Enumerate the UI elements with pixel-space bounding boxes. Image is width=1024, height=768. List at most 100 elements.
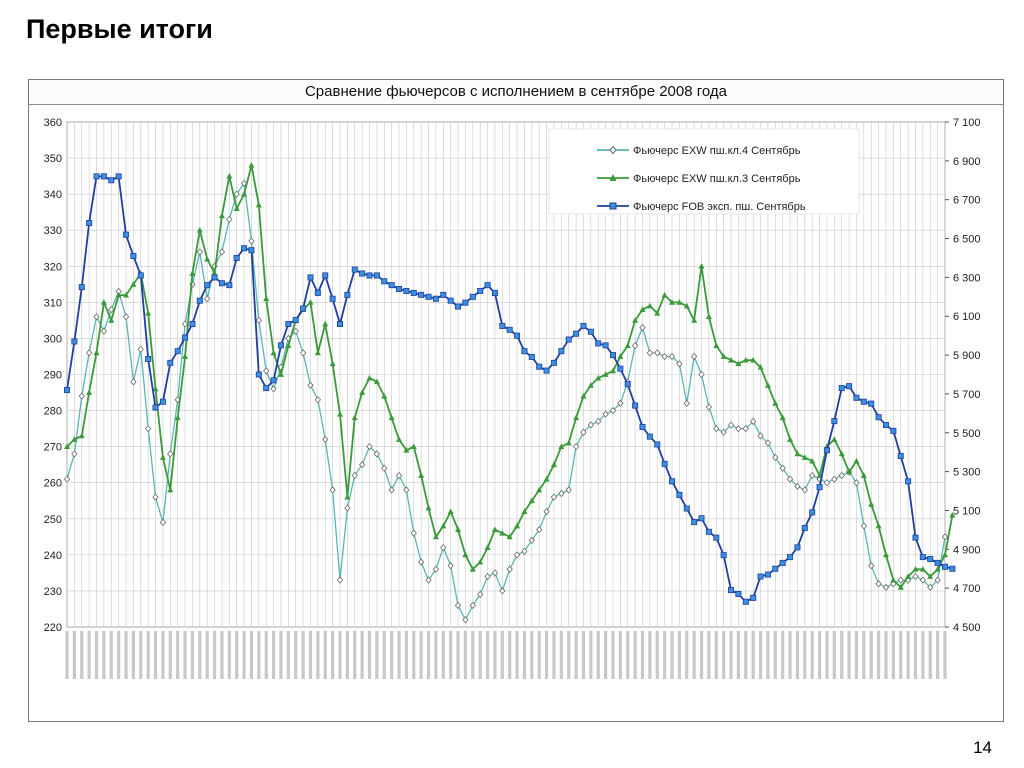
data-point [831,418,838,425]
data-point [669,299,676,305]
x-tick-label-mark [198,631,202,679]
data-point [255,316,262,325]
data-point [912,572,919,581]
y2-tick-label: 7 100 [953,117,981,129]
data-point [691,519,698,526]
x-tick-label-mark [810,631,814,679]
x-tick-label-mark [220,631,224,679]
data-point [388,282,395,289]
data-point [462,299,469,306]
x-tick-label-mark [139,631,143,679]
data-point [698,263,705,269]
y2-tick-label: 6 700 [953,195,981,207]
y2-tick-label: 6 900 [953,156,981,168]
data-point [403,486,410,494]
data-point [425,293,432,300]
data-point [882,583,890,591]
y-tick-label: 250 [44,514,62,526]
y2-tick-label: 5 100 [953,505,981,517]
data-point [351,266,358,273]
x-tick-label-mark [795,631,800,679]
data-point [410,529,417,537]
data-point [691,352,698,361]
data-point [631,342,639,350]
data-point [263,367,270,375]
data-point [742,424,749,433]
data-point [868,562,875,570]
data-point [617,399,624,407]
data-point [750,417,757,426]
data-point [381,392,388,399]
legend: Фьючерс EXW пш.кл.4 Сентябрь Фьючерс EXW … [548,128,860,215]
x-tick-label-mark [891,631,895,679]
data-point [934,576,941,584]
data-point [196,227,203,233]
data-point [137,345,144,353]
data-point [270,377,277,384]
x-tick-label-mark [640,631,645,679]
data-point [580,322,587,329]
data-point [875,522,882,529]
data-point [410,289,417,296]
data-point [639,306,646,312]
series-1 [63,179,949,624]
y-tick-label: 360 [44,117,62,129]
legend-label: Фьючерс EXW пш.кл.4 Сентябрь [633,145,801,157]
data-point [587,421,594,429]
data-point [152,404,159,411]
x-tick-label-mark [832,631,836,679]
data-point [654,441,661,448]
x-tick-label-mark [913,631,918,679]
data-point [100,173,107,180]
data-point [418,558,425,566]
data-point [912,566,919,572]
x-tick-label-mark [205,631,209,679]
data-point [912,534,919,541]
data-point [528,536,535,545]
legend-label: Фьючерс EXW пш.кл.3 Сентябрь [633,173,801,185]
x-tick-label-mark [426,631,431,679]
data-point [927,556,934,563]
data-point [167,359,174,366]
data-point [432,565,440,573]
data-point [676,491,683,498]
data-point [454,601,462,609]
data-point [300,305,307,312]
data-point [890,576,897,583]
data-point [455,303,462,310]
legend-marker [609,145,617,155]
data-point [491,569,499,577]
x-tick-label-mark [478,631,482,679]
x-tick-label-mark [183,631,187,679]
data-point [875,414,882,421]
x-tick-label-mark [537,631,541,679]
y-tick-label: 340 [44,189,62,201]
data-point [130,253,137,260]
x-tick-label-mark [663,631,667,679]
x-tick-label-mark [847,631,851,679]
data-point [787,554,794,561]
data-point [351,414,358,421]
x-tick-label-mark [271,631,276,679]
data-point [351,471,358,480]
x-tick-label-mark [493,631,497,679]
x-tick-label-mark [434,631,438,679]
x-tick-label-mark [589,631,593,679]
data-point [432,295,439,302]
x-tick-label-mark [692,631,696,679]
data-point [93,313,100,321]
data-point [226,282,233,289]
data-point [314,349,321,356]
data-point [248,247,255,254]
data-point [499,587,506,595]
data-point [204,255,211,262]
data-point [336,320,343,327]
y2-tick-label: 6 100 [953,311,981,323]
data-point [617,353,624,359]
data-point [499,530,506,536]
x-tick-label-mark [943,631,947,679]
x-tick-label-mark [508,631,512,679]
x-tick-label-mark [714,631,718,679]
legend-box [548,128,860,215]
data-point [344,493,351,500]
